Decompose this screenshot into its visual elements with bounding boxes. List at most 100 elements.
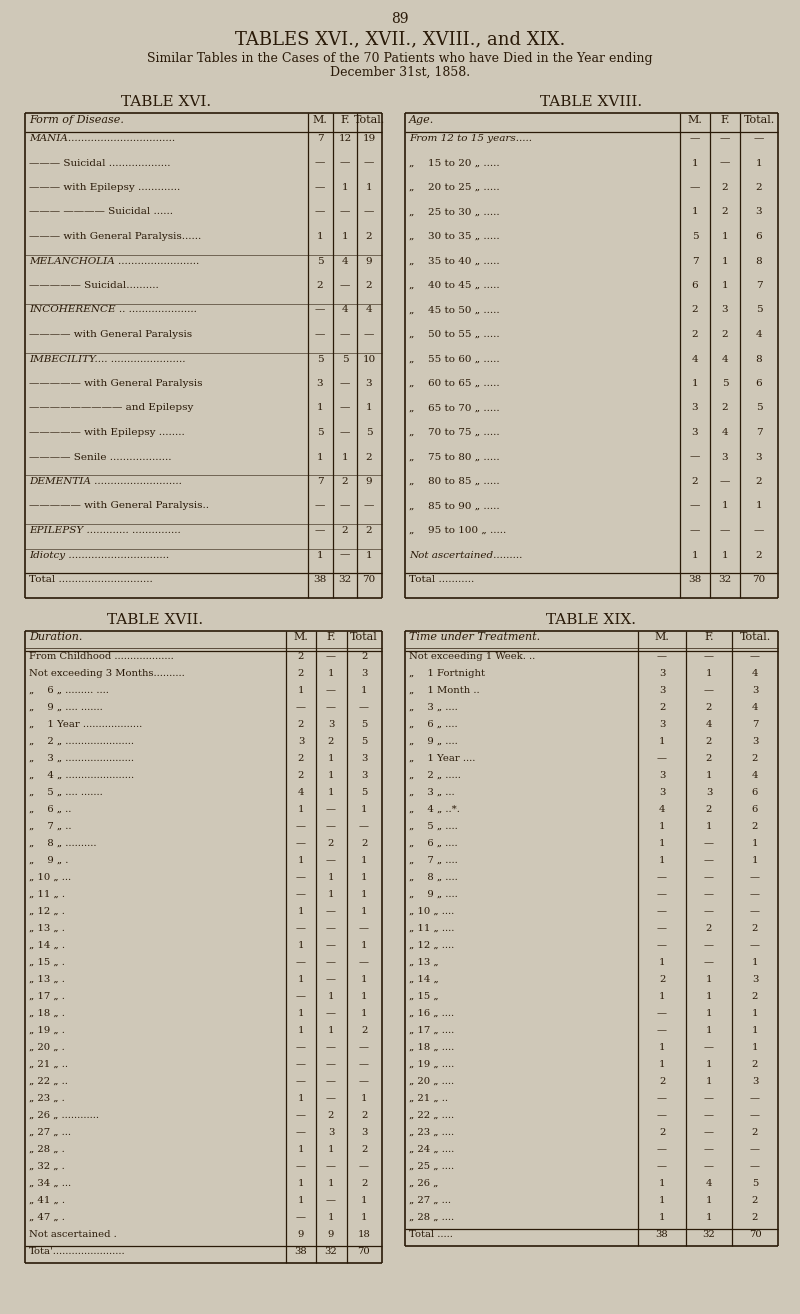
Text: —: — — [750, 1144, 760, 1154]
Text: 89: 89 — [391, 12, 409, 26]
Text: —: — — [704, 686, 714, 695]
Text: „ 24 „ ....: „ 24 „ .... — [409, 1144, 454, 1154]
Text: 2: 2 — [752, 1127, 758, 1137]
Text: F.: F. — [704, 632, 714, 643]
Text: 1: 1 — [342, 183, 348, 192]
Text: „  6 „ ....: „ 6 „ .... — [409, 840, 458, 848]
Text: „ 21 „ ..: „ 21 „ .. — [409, 1095, 448, 1102]
Text: —: — — [750, 941, 760, 950]
Text: —: — — [296, 958, 306, 967]
Text: 4: 4 — [706, 1179, 712, 1188]
Text: 1: 1 — [658, 1060, 666, 1070]
Text: —: — — [657, 1009, 667, 1018]
Text: —: — — [315, 208, 325, 217]
Text: 2: 2 — [366, 452, 372, 461]
Text: „  60 to 65 „ .....: „ 60 to 65 „ ..... — [409, 378, 500, 388]
Text: —: — — [690, 526, 700, 535]
Text: —: — — [704, 1127, 714, 1137]
Text: „  1 Year ...................: „ 1 Year ................... — [29, 720, 142, 729]
Text: 1: 1 — [752, 855, 758, 865]
Text: 2: 2 — [328, 1112, 334, 1120]
Text: —: — — [364, 159, 374, 167]
Text: „ 21 „ ..: „ 21 „ .. — [29, 1060, 68, 1070]
Text: „  15 to 20 „ .....: „ 15 to 20 „ ..... — [409, 159, 500, 167]
Text: 8: 8 — [756, 256, 762, 265]
Text: 3: 3 — [722, 452, 728, 461]
Text: Time under Treatment.: Time under Treatment. — [409, 632, 540, 643]
Text: ——— ———— Suicidal ......: ——— ———— Suicidal ...... — [29, 208, 173, 217]
Text: „  8 „ ....: „ 8 „ .... — [409, 872, 458, 882]
Text: TABLE XVIII.: TABLE XVIII. — [540, 95, 642, 109]
Text: M.: M. — [687, 116, 702, 125]
Text: —: — — [326, 924, 336, 933]
Text: „  9 „ .: „ 9 „ . — [29, 855, 68, 865]
Text: „  1 Fortnight: „ 1 Fortnight — [409, 669, 485, 678]
Text: 1: 1 — [342, 452, 348, 461]
Text: 2: 2 — [706, 805, 712, 813]
Text: M.: M. — [654, 632, 670, 643]
Text: 1: 1 — [722, 233, 728, 240]
Text: 1: 1 — [706, 975, 712, 984]
Text: 1: 1 — [317, 233, 323, 240]
Text: 2: 2 — [706, 924, 712, 933]
Text: „  70 to 75 „ .....: „ 70 to 75 „ ..... — [409, 428, 500, 438]
Text: „  9 „ ....: „ 9 „ .... — [409, 737, 458, 746]
Text: „  5 „ ....: „ 5 „ .... — [409, 823, 458, 830]
Text: 3: 3 — [328, 720, 334, 729]
Text: —: — — [326, 652, 336, 661]
Text: 9: 9 — [366, 256, 372, 265]
Text: 7: 7 — [317, 477, 323, 486]
Text: 1: 1 — [298, 855, 304, 865]
Text: Not exceeding 3 Months..........: Not exceeding 3 Months.......... — [29, 669, 185, 678]
Text: 5: 5 — [692, 233, 698, 240]
Text: „  3 „ ......................: „ 3 „ ...................... — [29, 754, 134, 763]
Text: 1: 1 — [328, 669, 334, 678]
Text: 4: 4 — [706, 720, 712, 729]
Text: 1: 1 — [722, 502, 728, 511]
Text: „ 41 „ .: „ 41 „ . — [29, 1196, 65, 1205]
Text: 1: 1 — [298, 1026, 304, 1035]
Text: Total: Total — [350, 632, 378, 643]
Text: 5: 5 — [756, 403, 762, 413]
Text: —: — — [364, 502, 374, 511]
Text: 2: 2 — [659, 1077, 665, 1085]
Text: 1: 1 — [706, 1060, 712, 1070]
Text: „  9 „ .... .......: „ 9 „ .... ....... — [29, 703, 102, 712]
Text: „  7 „ ....: „ 7 „ .... — [409, 855, 458, 865]
Text: 3: 3 — [659, 686, 665, 695]
Text: —: — — [657, 652, 667, 661]
Text: —: — — [326, 1077, 336, 1085]
Text: —: — — [296, 1112, 306, 1120]
Text: 6: 6 — [756, 378, 762, 388]
Text: 38: 38 — [688, 576, 702, 583]
Text: —: — — [296, 1127, 306, 1137]
Text: Total .............................: Total ............................. — [29, 576, 153, 583]
Text: 1: 1 — [328, 1179, 334, 1188]
Text: 3: 3 — [756, 208, 762, 217]
Text: —: — — [657, 1095, 667, 1102]
Text: „ 32 „ .: „ 32 „ . — [29, 1162, 65, 1171]
Text: 1: 1 — [328, 1213, 334, 1222]
Text: 4: 4 — [752, 703, 758, 712]
Text: Not ascertained .: Not ascertained . — [29, 1230, 117, 1239]
Text: 3: 3 — [366, 378, 372, 388]
Text: 9: 9 — [298, 1230, 304, 1239]
Text: Not ascertained.........: Not ascertained......... — [409, 551, 522, 560]
Text: „ 13 „ .: „ 13 „ . — [29, 975, 65, 984]
Text: 1: 1 — [658, 1196, 666, 1205]
Text: —: — — [704, 890, 714, 899]
Text: „  1 Month ..: „ 1 Month .. — [409, 686, 480, 695]
Text: 1: 1 — [298, 1179, 304, 1188]
Text: —: — — [315, 330, 325, 339]
Text: —: — — [657, 872, 667, 882]
Text: 2: 2 — [366, 281, 372, 290]
Text: „ 12 „ .: „ 12 „ . — [29, 907, 65, 916]
Text: —: — — [750, 872, 760, 882]
Text: 1: 1 — [298, 686, 304, 695]
Text: 2: 2 — [752, 924, 758, 933]
Text: „  3 „ ...: „ 3 „ ... — [409, 788, 454, 798]
Text: —: — — [704, 958, 714, 967]
Text: 5: 5 — [366, 428, 372, 438]
Text: —: — — [326, 703, 336, 712]
Text: —: — — [754, 134, 764, 143]
